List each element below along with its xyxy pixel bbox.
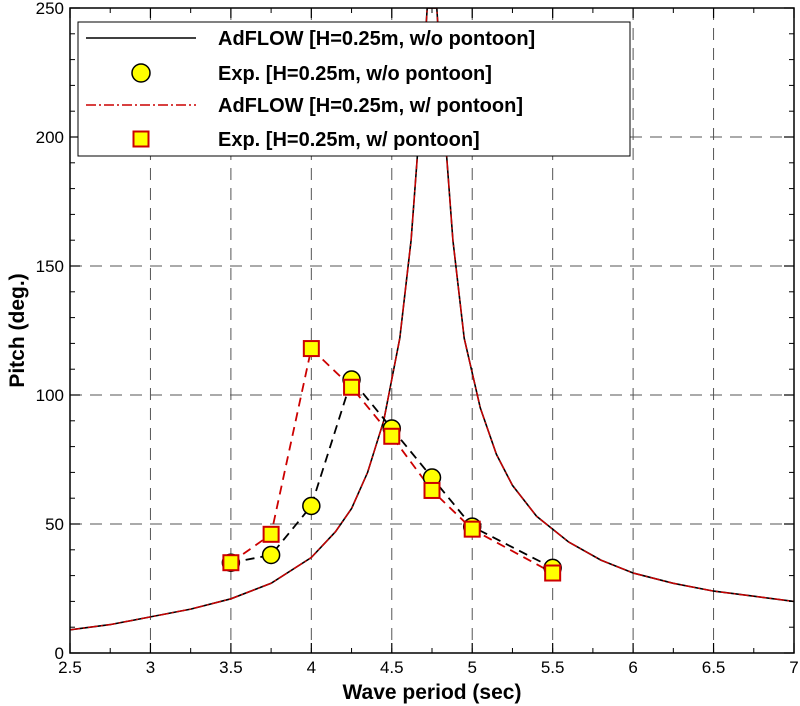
- exp-without-pontoon-point: [302, 496, 321, 516]
- y-tick-label: 100: [36, 386, 64, 405]
- y-axis-title: Pitch (deg.): [6, 273, 29, 387]
- x-tick-label: 4: [307, 658, 316, 677]
- y-tick-label: 0: [55, 644, 64, 663]
- y-tick-label: 200: [36, 128, 64, 147]
- x-axis-title: Wave period (sec): [343, 681, 522, 704]
- x-tick-label: 3: [146, 658, 155, 677]
- exp-with-pontoon-point: [383, 427, 401, 445]
- exp-with-pontoon-point: [222, 554, 240, 572]
- tick-labels: 2.5 3 3.5 4 4.5 5 5.5 6 6.5 7 0 50 100 150 200 250: [36, 0, 799, 677]
- x-tick-label: 7: [789, 658, 798, 677]
- x-tick-label: 6.5: [702, 658, 726, 677]
- legend-label: AdFLOW [H=0.25m, w/o pontoon]: [218, 28, 535, 50]
- exp-with-pontoon-point: [463, 520, 481, 538]
- legend-entry: Exp. [H=0.25m, w/ pontoon]: [132, 129, 480, 151]
- exp-without-pontoon-line: [230, 377, 554, 569]
- x-tick-label: 6: [628, 658, 637, 677]
- legend-entry: Exp. [H=0.25m, w/o pontoon]: [131, 63, 492, 85]
- legend-label: Exp. [H=0.25m, w/ pontoon]: [218, 129, 480, 151]
- legend-square-marker-icon: [132, 130, 150, 148]
- plot-area: [70, 8, 794, 631]
- exp-with-pontoon-point: [302, 340, 320, 358]
- legend-entry: AdFLOW [H=0.25m, w/o pontoon]: [86, 28, 535, 50]
- legend: AdFLOW [H=0.25m, w/o pontoon] Exp. [H=0.2…: [77, 21, 631, 157]
- y-tick-label: 250: [36, 0, 64, 18]
- exp-without-pontoon-point: [261, 545, 281, 565]
- adflow-with-pontoon-line: [70, 8, 794, 631]
- legend-label: Exp. [H=0.25m, w/o pontoon]: [218, 63, 492, 85]
- axes-frame: [69, 7, 795, 654]
- exp-with-pontoon-point: [343, 378, 361, 396]
- x-tick-label: 4.5: [380, 658, 404, 677]
- y-tick-label: 50: [45, 515, 64, 534]
- legend-box: [77, 21, 631, 157]
- x-tick-label: 2.5: [58, 658, 82, 677]
- exp-with-pontoon-point: [262, 525, 280, 543]
- x-tick-label: 3.5: [219, 658, 243, 677]
- legend-circle-marker-icon: [131, 63, 151, 83]
- legend-entry: AdFLOW [H=0.25m, w/ pontoon]: [86, 95, 523, 117]
- exp-with-pontoon-point: [544, 564, 562, 582]
- legend-label: AdFLOW [H=0.25m, w/ pontoon]: [218, 95, 523, 117]
- exp-with-pontoon-point: [423, 481, 441, 499]
- x-tick-label: 5: [467, 658, 476, 677]
- x-tick-label: 5.5: [541, 658, 565, 677]
- y-tick-label: 150: [36, 257, 64, 276]
